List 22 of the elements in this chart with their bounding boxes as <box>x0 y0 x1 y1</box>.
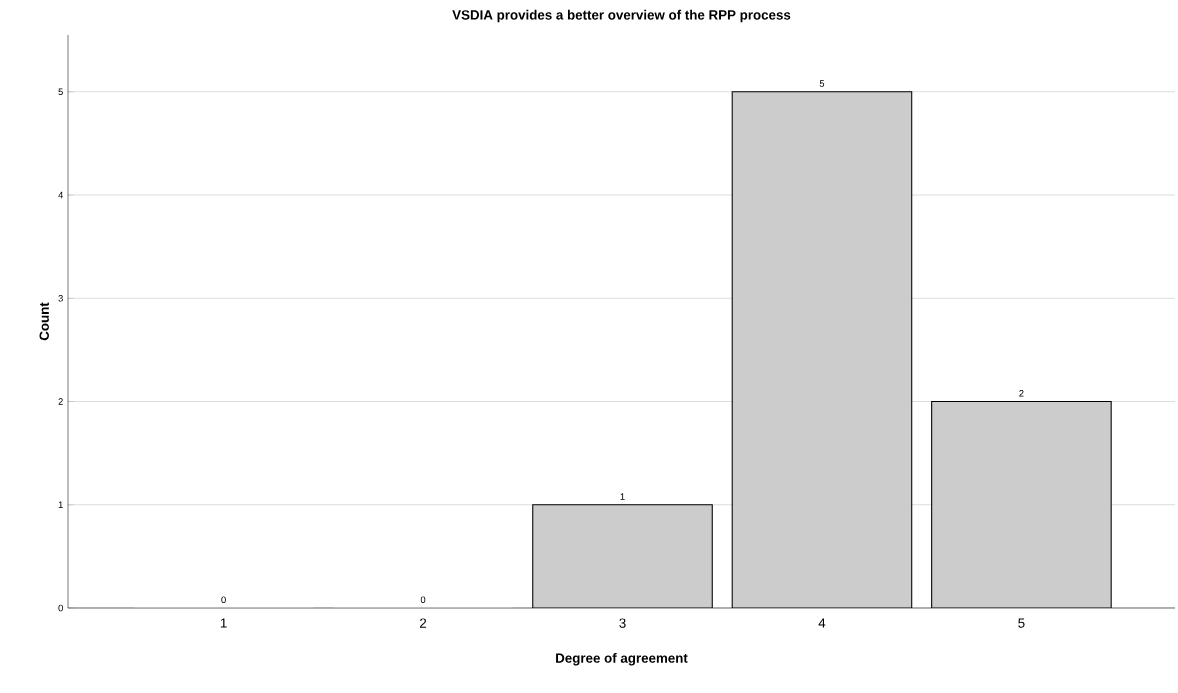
data-label: 0 <box>221 596 226 604</box>
bar <box>931 400 1112 608</box>
y-tick-label: 4 <box>58 191 64 199</box>
chart-title: VSDIA provides a better overview of the RPP process <box>452 9 791 23</box>
bar <box>731 91 913 608</box>
x-tick-label: 3 <box>619 618 626 628</box>
x-axis-title: Degree of agreement <box>556 653 688 666</box>
x-tick-label: 2 <box>420 618 427 628</box>
y-tick-label: 5 <box>58 88 63 96</box>
data-label: 5 <box>819 80 825 87</box>
y-tick-label: 0 <box>58 604 63 612</box>
bar <box>532 504 713 608</box>
data-label: 0 <box>420 596 426 604</box>
data-label: 1 <box>620 493 625 500</box>
y-tick-label: 2 <box>58 398 63 405</box>
y-tick-label: 3 <box>58 294 63 302</box>
x-tick-label: 4 <box>818 618 826 628</box>
x-tick-label: 1 <box>220 618 227 628</box>
x-tick-label: 5 <box>1018 618 1025 628</box>
data-label: 2 <box>1019 390 1024 397</box>
y-tick-label: 1 <box>58 501 63 508</box>
y-axis-title: Count <box>39 302 49 341</box>
